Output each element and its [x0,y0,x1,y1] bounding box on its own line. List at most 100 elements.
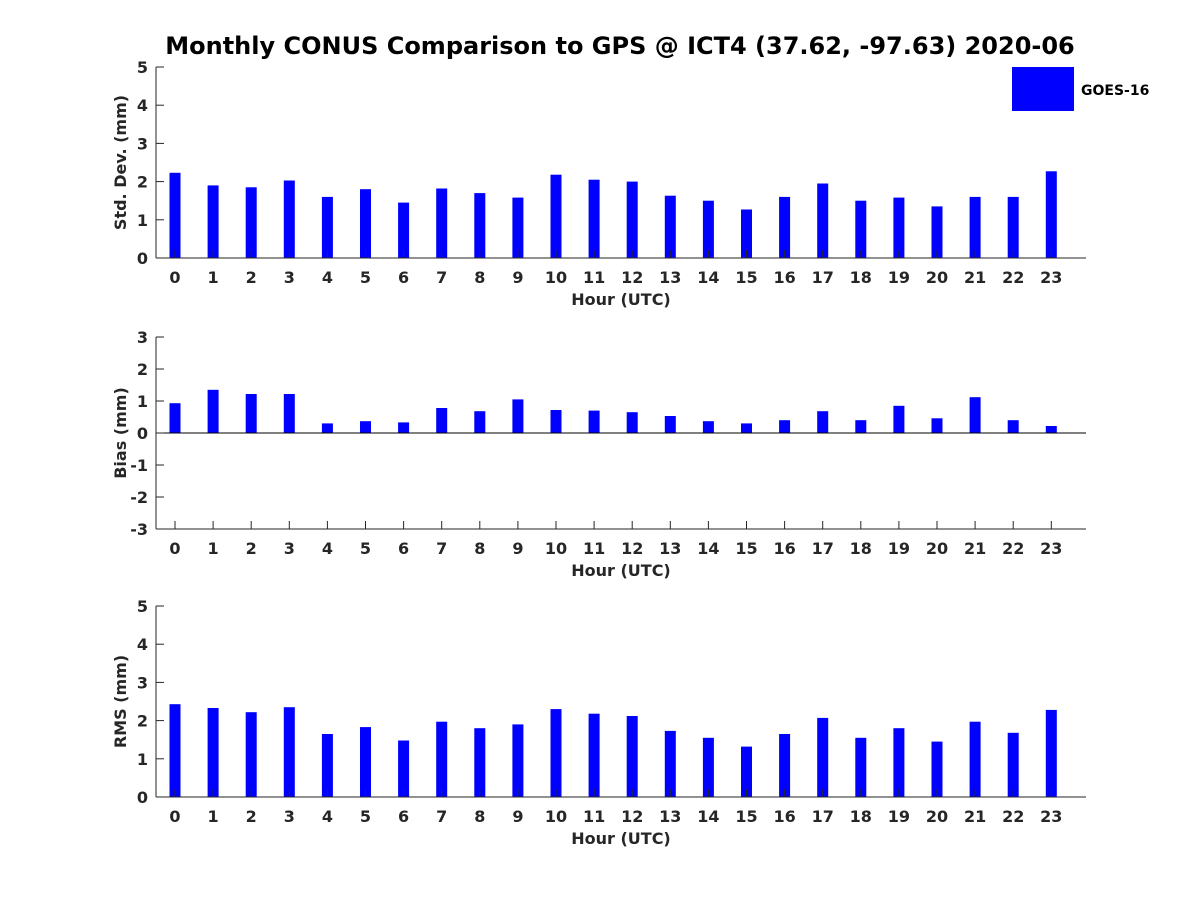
rms-xtick-label: 9 [512,807,523,826]
rms-xtick-label: 0 [169,807,180,826]
rms-bar-hour-undefined [169,704,181,797]
std-bar-hour-undefined [360,189,371,258]
rms-ytick-label: 3 [137,673,148,692]
std-bar-hour-undefined [588,179,600,258]
bias-ytick-label: 0 [137,424,148,443]
chart-title: Monthly CONUS Comparison to GPS @ ICT4 (… [165,32,1075,60]
std-xtick-label: 12 [621,268,643,287]
bias-xtick-label: 13 [659,539,681,558]
std-bar-hour-undefined [474,193,486,258]
rms-xtick-label: 18 [850,807,872,826]
rms-bar-hour-undefined [360,727,371,797]
std-bar-hour-undefined [817,183,829,258]
bias-bar-hour-undefined [169,403,181,433]
rms-xtick-label: 11 [583,807,605,826]
legend-label-goes-16: GOES-16 [1081,83,1149,99]
bias-ytick-label: 3 [137,328,148,347]
std-xtick-label: 16 [773,268,795,287]
std-bar-hour-undefined [169,172,181,258]
bias-bar-hour-undefined [1007,420,1019,433]
bias-bar-hour-undefined [474,411,486,433]
rms-xtick-label: 20 [926,807,948,826]
std-xtick-label: 15 [735,268,757,287]
std-bar-hour-undefined [893,197,905,258]
std-xtick-label: 1 [208,268,219,287]
rms-ytick-label: 4 [137,635,148,654]
std-xtick-label: 0 [169,268,180,287]
legend: GOES-16 [1012,67,1149,111]
std-xtick-label: 14 [697,268,719,287]
bias-xtick-label: 17 [812,539,834,558]
bias-bar-hour-undefined [512,399,524,433]
bias-xtick-label: 10 [545,539,567,558]
std-ytick-label: 4 [137,96,148,115]
std-xtick-label: 18 [850,268,872,287]
rms-xtick-label: 7 [436,807,447,826]
bias-bar-hour-undefined [893,405,905,433]
rms-bar-hour-undefined [588,713,600,797]
rms-ytick-label: 0 [137,788,148,807]
std-bar-hour-undefined [283,180,295,258]
rms-bar-hour-undefined [398,740,410,797]
bias-xtick-label: 3 [284,539,295,558]
rms-bar-hour-undefined [931,741,943,797]
bias-bar-hour-undefined [321,423,333,433]
bias-xtick-label: 21 [964,539,986,558]
bias-xtick-label: 7 [436,539,447,558]
std-xtick-label: 3 [284,268,295,287]
std-bar-hour-undefined [245,187,257,258]
rms-bar-hour-undefined [474,728,486,797]
bias-xtick-label: 20 [926,539,948,558]
std-xtick-label: 8 [474,268,485,287]
std-bar-hour-undefined [1045,171,1057,258]
std-bar-hour-undefined [702,200,714,258]
bias-xtick-label: 6 [398,539,409,558]
bias-bar-hour-undefined [360,421,371,433]
rms-xtick-label: 5 [360,807,371,826]
bias-xtick-label: 2 [246,539,257,558]
std-xtick-label: 20 [926,268,948,287]
rms-bar-hour-undefined [1007,732,1019,797]
rms-xtick-label: 19 [888,807,910,826]
bias-xtick-label: 18 [850,539,872,558]
std-xtick-label: 4 [322,268,333,287]
bias-bar-hour-undefined [283,394,295,433]
rms-ytick-label: 1 [137,750,148,769]
bias-bar-hour-undefined [741,423,752,433]
std-ytick-label: 3 [137,134,148,153]
std-bar-hour-undefined [207,185,219,258]
bias-xtick-label: 11 [583,539,605,558]
rms-xtick-label: 17 [812,807,834,826]
std-xtick-label: 5 [360,268,371,287]
std-xtick-label: 23 [1040,268,1062,287]
bias-ytick-label: -1 [130,456,148,475]
std-xtick-label: 6 [398,268,409,287]
std-bar-hour-undefined [626,181,638,258]
std-xlabel: Hour (UTC) [571,290,671,309]
rms-ytick-label: 5 [137,597,148,616]
bias-bar-hour-undefined [664,416,676,433]
std-bar-hour-undefined [550,174,562,258]
bias-bar-hour-undefined [779,420,791,433]
std-bar-hour-undefined [398,202,410,258]
rms-xtick-label: 21 [964,807,986,826]
bias-xtick-label: 0 [169,539,180,558]
std-bar-hour-undefined [855,200,867,258]
bias-xtick-label: 5 [360,539,371,558]
rms-bar-hour-undefined [512,724,524,797]
bias-xtick-label: 1 [208,539,219,558]
rms-bar-hour-undefined [741,746,752,797]
bias-ytick-label: -2 [130,488,148,507]
rms-xtick-label: 6 [398,807,409,826]
rms-xtick-label: 2 [246,807,257,826]
rms-ylabel: RMS (mm) [111,655,130,748]
bias-bar-hour-undefined [931,418,943,433]
rms-bar-hour-undefined [969,721,981,797]
rms-xtick-label: 13 [659,807,681,826]
rms-xtick-label: 14 [697,807,719,826]
bias-xtick-label: 4 [322,539,333,558]
std-xtick-label: 11 [583,268,605,287]
rms-xtick-label: 10 [545,807,567,826]
